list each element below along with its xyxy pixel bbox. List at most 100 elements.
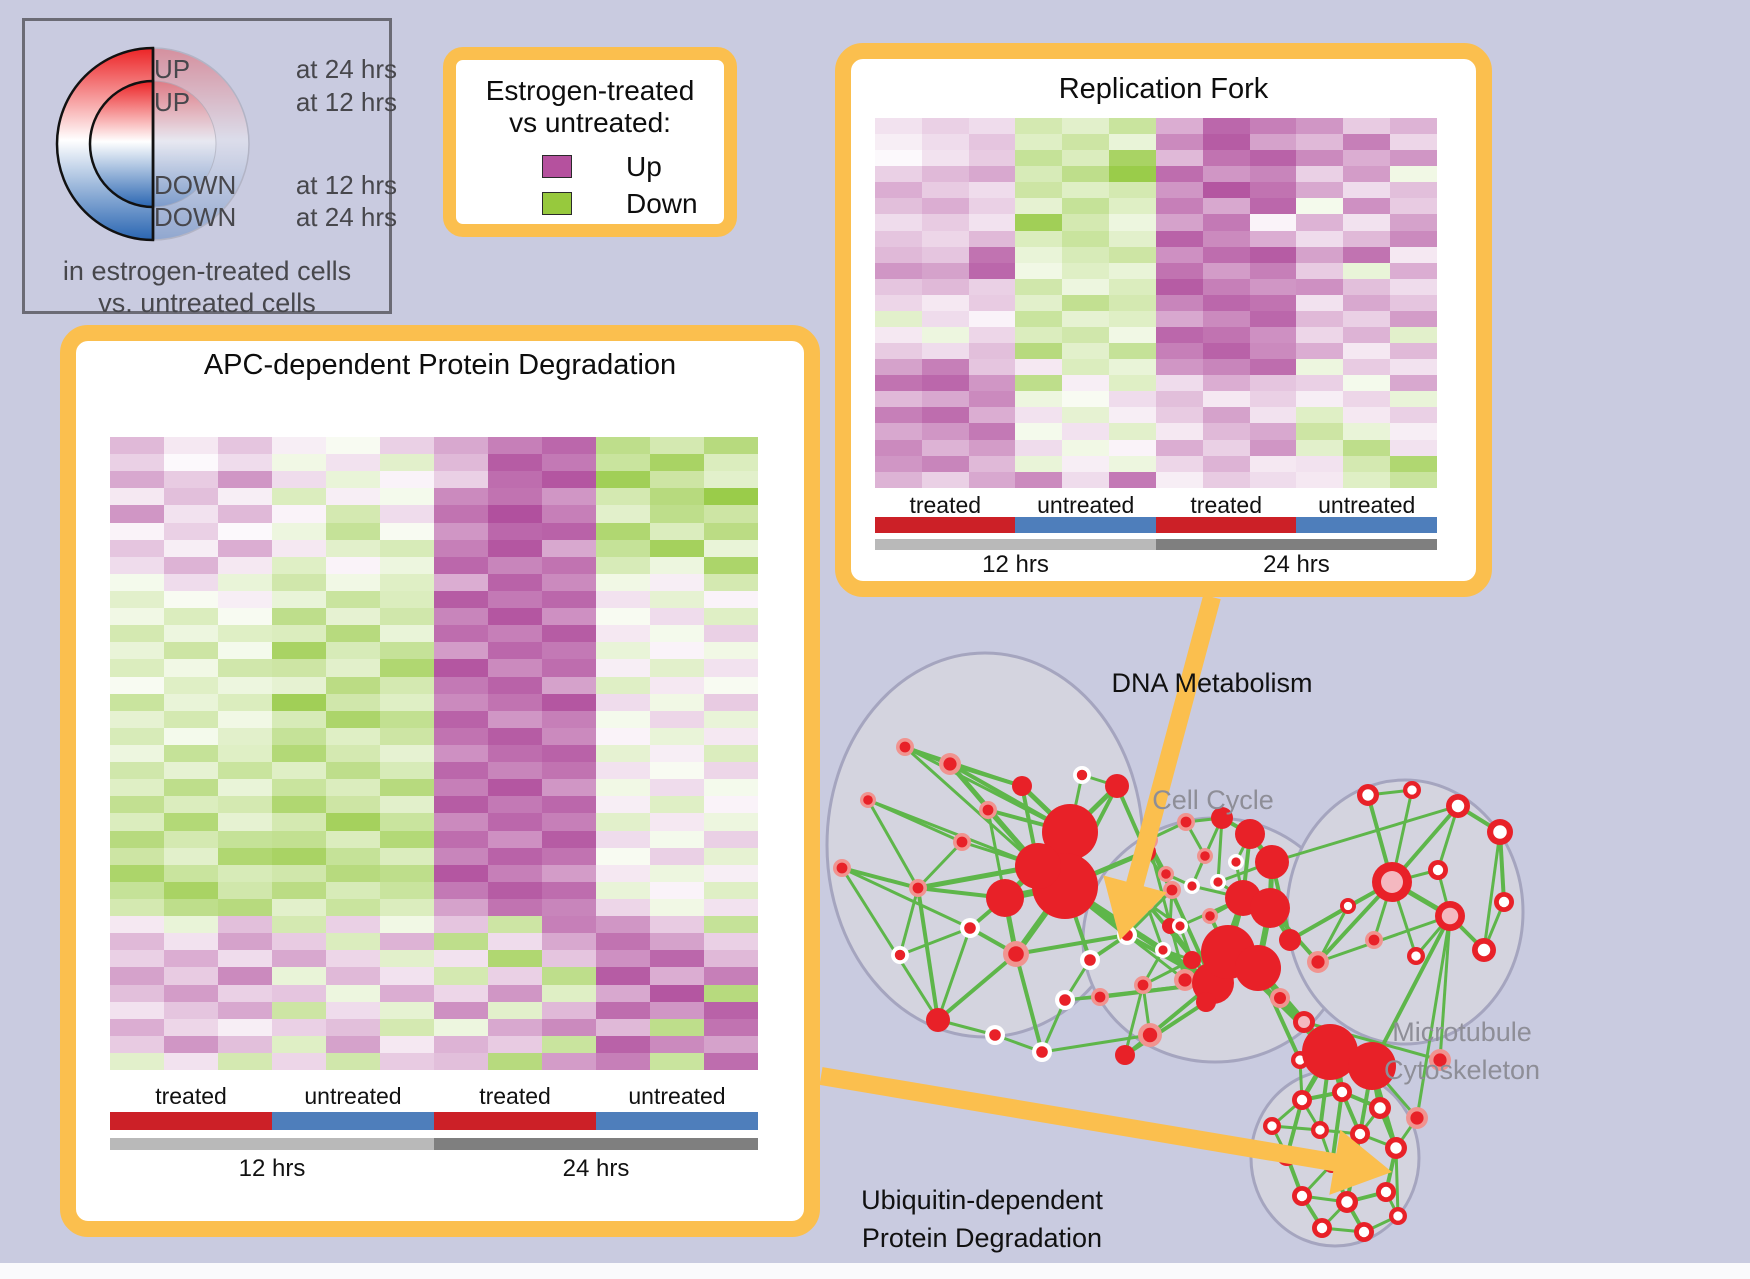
heatmap-cell — [1155, 391, 1203, 408]
heatmap-cell — [1062, 198, 1110, 215]
heatmap-cell — [1296, 182, 1344, 199]
heatmap-cell — [542, 471, 596, 489]
network-node-core — [1008, 946, 1024, 962]
heatmap-cell — [272, 762, 326, 780]
updown-legend-item: Down — [456, 189, 724, 219]
heatmap-cell — [380, 933, 434, 951]
heatmap-cell — [968, 310, 1016, 328]
heatmap-cell — [1296, 278, 1344, 295]
network-edge — [1289, 904, 1349, 942]
heatmap-cell — [1296, 375, 1344, 392]
heatmap-cell — [596, 864, 650, 882]
heatmap-cell — [704, 659, 758, 677]
heatmap-cell — [1062, 327, 1110, 344]
heatmap-cell — [380, 830, 434, 848]
heatmap-cell — [110, 522, 164, 540]
heatmap-cell — [704, 522, 758, 540]
network-node-solid — [1235, 945, 1281, 991]
heatmap-cell — [1390, 327, 1437, 344]
network-edge — [1330, 1091, 1344, 1165]
heatmap-cell — [110, 727, 164, 745]
heatmap-cell — [650, 847, 704, 865]
heatmap-cell — [434, 1018, 488, 1036]
heatmap-cell — [380, 1052, 434, 1071]
heatmap-cell — [326, 505, 380, 523]
heatmap-cell — [110, 779, 164, 797]
network-node-solid — [1115, 1045, 1135, 1065]
heatmap-cell — [875, 230, 922, 247]
heatmap-cell — [704, 1052, 758, 1071]
network-node-hole — [1498, 896, 1510, 908]
network-node-core — [863, 795, 873, 805]
direction-time-label: at 12 hrs — [295, 87, 397, 117]
heatmap-cell — [272, 608, 326, 626]
heatmap-cell — [704, 916, 758, 934]
network-node-hole — [1393, 1211, 1403, 1221]
updown-item-label: Up — [626, 151, 662, 182]
heatmap-cell — [1202, 343, 1250, 360]
heatmap-cell — [380, 608, 434, 626]
heatmap-cell — [1109, 230, 1156, 247]
heatmap-cell — [650, 437, 704, 455]
network-node-hole — [1362, 789, 1374, 801]
network-node-core — [1180, 816, 1192, 828]
heatmap-cell — [1296, 423, 1344, 440]
time-label: 12 hrs — [238, 1155, 306, 1182]
heatmap-cell — [704, 710, 758, 728]
heatmap-cell — [1155, 359, 1203, 376]
cluster-label-3: Ubiquitin-dependent Protein Degradation — [861, 1181, 1103, 1257]
heatmap-cell — [380, 1018, 434, 1036]
heatmap-cell — [1109, 134, 1156, 151]
network-node-hole — [1493, 825, 1507, 839]
heatmap-cell — [434, 984, 488, 1002]
heatmap-cell — [434, 762, 488, 780]
heatmap-cell — [1202, 134, 1250, 151]
network-node-hole — [1432, 864, 1444, 876]
direction-time-label: at 24 hrs — [295, 54, 397, 84]
heatmap-cell — [1249, 198, 1297, 215]
heatmap-cell — [921, 214, 969, 231]
heatmap-cell — [164, 437, 218, 455]
heatmap-cell — [488, 454, 542, 472]
heatmap-cell — [1390, 310, 1437, 328]
direction-label: UP — [154, 87, 191, 117]
cluster-label-0: DNA Metabolism — [1111, 664, 1312, 702]
heatmap-cell — [218, 454, 272, 472]
heatmap-cell — [1155, 118, 1203, 135]
network-node-core — [1142, 1027, 1158, 1043]
heatmap-cell — [968, 327, 1016, 344]
heatmap-cell — [1390, 407, 1437, 424]
heatmap-cell — [326, 573, 380, 591]
direction-label: DOWN — [154, 170, 237, 200]
heatmap-cell — [704, 539, 758, 557]
heatmap-cell — [596, 710, 650, 728]
heatmap-cell — [875, 455, 922, 472]
heatmap-cell — [1015, 327, 1063, 344]
heatmap-cell — [1155, 134, 1203, 151]
heatmap-cell — [875, 262, 922, 279]
heatmap-cell — [488, 881, 542, 899]
heatmap-cell — [704, 1001, 758, 1019]
heatmap-cell — [875, 391, 922, 408]
heatmap-cell — [164, 779, 218, 797]
heatmap-cell — [650, 608, 704, 626]
heatmap-cell — [488, 779, 542, 797]
heatmap-cell — [1343, 327, 1391, 344]
heatmap-cell — [326, 881, 380, 899]
network-node-solid — [1348, 1042, 1396, 1090]
heatmap-cell — [488, 710, 542, 728]
cluster-label-line: Cell Cycle — [1152, 785, 1274, 815]
heatmap-cell — [1062, 230, 1110, 247]
heatmap-cell — [542, 898, 596, 917]
heatmap-cell — [272, 830, 326, 848]
heatmap-cell — [542, 590, 596, 609]
heatmap-cell — [1109, 391, 1156, 408]
heatmap-cell — [921, 375, 969, 392]
heatmap-cell — [110, 916, 164, 934]
heatmap-cell — [1109, 118, 1156, 135]
heatmap-cell — [272, 454, 326, 472]
network-node-core — [1433, 1053, 1447, 1067]
heatmap-cell — [542, 881, 596, 899]
heatmap-cell — [968, 455, 1016, 472]
